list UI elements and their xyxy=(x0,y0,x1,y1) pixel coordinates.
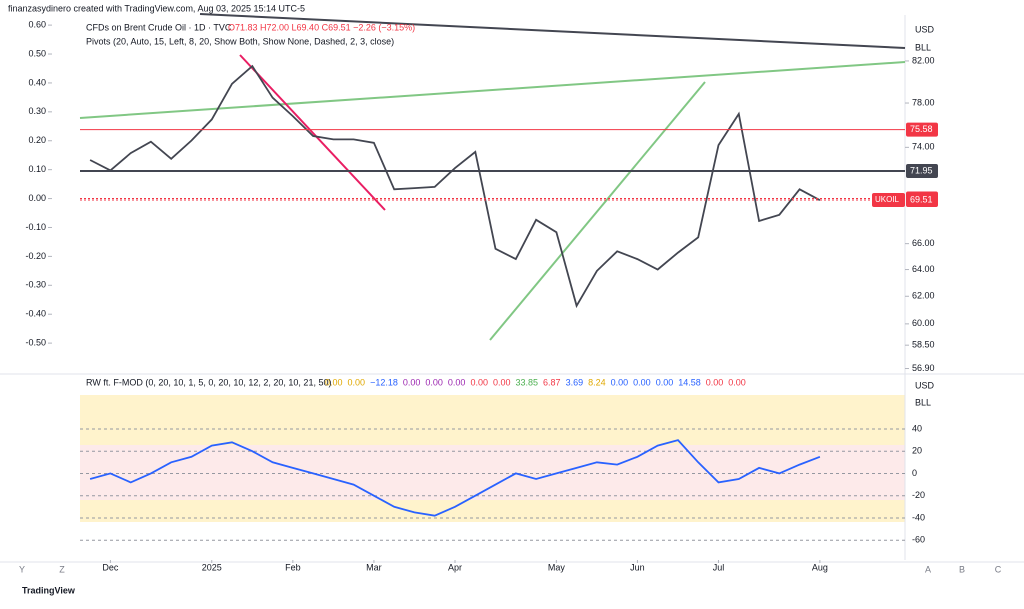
y-tick-label: 74.00 xyxy=(912,142,935,152)
price-tag xyxy=(906,193,938,208)
chart-title: CFDs on Brent Crude Oil · 1D · TVC xyxy=(86,22,232,32)
currency: USD xyxy=(915,24,935,34)
y2-tick-label: -0.40 xyxy=(25,309,46,319)
price-tag-label: 75.58 xyxy=(910,124,933,134)
readout: 0.00 xyxy=(656,377,674,387)
readout: 0.00 xyxy=(348,377,366,387)
readout: 14.58 xyxy=(678,377,701,387)
symbol-tag xyxy=(872,193,905,208)
y-tick-label: 58.50 xyxy=(912,340,935,350)
y2-tick-label: 0.50 xyxy=(28,48,46,58)
series-line xyxy=(89,439,821,517)
y-tick-label: -20 xyxy=(912,490,925,500)
x-tick-label: Aug xyxy=(812,562,828,572)
watermark: finanzasydinero created with TradingView… xyxy=(8,3,305,13)
y-tick-label: 20 xyxy=(912,446,922,456)
readout: −12.18 xyxy=(370,377,398,387)
x-tick-label: Mar xyxy=(366,562,382,572)
y-tick-label: 40 xyxy=(912,423,922,433)
axis-button: B xyxy=(959,564,965,574)
osc-bottom-zone xyxy=(80,500,905,522)
series-line xyxy=(89,64,821,309)
unit: BLL xyxy=(915,42,931,52)
axis-button: Y xyxy=(19,564,25,574)
y2-tick-label: 0.30 xyxy=(28,106,46,116)
ohlc: O71.83 H72.00 L69.40 C69.51 −2.26 (−3.15… xyxy=(228,22,415,32)
y2-tick-label: 0.00 xyxy=(28,193,46,203)
y2-tick-label: -0.20 xyxy=(25,251,46,261)
x-tick-label: May xyxy=(548,562,566,572)
readout: 8.24 xyxy=(588,377,606,387)
trend-line xyxy=(239,54,386,211)
y-tick-label: 82.00 xyxy=(912,55,935,65)
y-tick-label: 60.00 xyxy=(912,318,935,328)
y2-tick-label: 0.10 xyxy=(28,164,46,174)
y-tick-label: -60 xyxy=(912,535,925,545)
axis-button: Z xyxy=(59,564,65,574)
osc-mid-zone xyxy=(80,445,905,500)
y2-tick-label: -0.10 xyxy=(25,222,46,232)
indicator-title: Pivots (20, Auto, 15, Left, 8, 20, Show … xyxy=(86,36,394,46)
osc-unit: BLL xyxy=(915,397,931,407)
y-tick-label: 64.00 xyxy=(912,264,935,274)
x-tick-label: Apr xyxy=(448,562,462,572)
readout: 0.00 xyxy=(611,377,629,387)
symbol-tag-label: UKOIL xyxy=(875,195,900,204)
osc-readouts: 0.00 0.00 −12.18 0.00 0.00 0.00 0.00 0.00 33.85 6… xyxy=(325,377,746,387)
readout: 3.69 xyxy=(566,377,584,387)
readout: 6.87 xyxy=(543,377,561,387)
osc-title: RW ft. F-MOD (0, 20, 10, 1, 5, 0, 20, 10… xyxy=(86,377,331,387)
y-tick-label: 66.00 xyxy=(912,238,935,248)
axis-button: C xyxy=(995,564,1002,574)
readout: 0.00 xyxy=(633,377,651,387)
readout: 0.00 xyxy=(493,377,511,387)
osc-top-zone xyxy=(80,395,905,445)
x-tick-label: Dec xyxy=(102,562,119,572)
x-tick-label: Feb xyxy=(285,562,301,572)
readout: 33.85 xyxy=(516,377,539,387)
y-tick-label: 62.00 xyxy=(912,291,935,301)
y2-tick-label: 0.40 xyxy=(28,77,46,87)
readout: 0.00 xyxy=(448,377,466,387)
y-tick-label: 0 xyxy=(912,468,917,478)
readout: 0.00 xyxy=(425,377,443,387)
trend-line xyxy=(489,81,706,341)
readout: 0.00 xyxy=(728,377,746,387)
axis-button: A xyxy=(925,564,931,574)
x-tick-label: 2025 xyxy=(202,562,222,572)
readout: 0.00 xyxy=(403,377,421,387)
y2-tick-label: 0.20 xyxy=(28,135,46,145)
price-tag xyxy=(906,163,938,178)
readout: 0.00 xyxy=(706,377,724,387)
x-tick-label: Jul xyxy=(713,562,725,572)
y-tick-label: -40 xyxy=(912,512,925,522)
osc-currency: USD xyxy=(915,380,935,390)
y2-tick-label: -0.30 xyxy=(25,280,46,290)
y2-tick-label: 0.60 xyxy=(28,19,46,29)
y-tick-label: 56.90 xyxy=(912,363,935,373)
readout: 0.00 xyxy=(325,377,343,387)
readout: 0.00 xyxy=(470,377,488,387)
price-tag xyxy=(906,122,938,137)
price-tag-label: 71.95 xyxy=(910,165,933,175)
price-tag-label: 69.51 xyxy=(910,194,933,204)
brand: TradingView xyxy=(22,585,76,595)
y-tick-label: 78.00 xyxy=(912,97,935,107)
trend-line xyxy=(199,13,906,49)
x-tick-label: Jun xyxy=(630,562,645,572)
y2-tick-label: -0.50 xyxy=(25,337,46,347)
